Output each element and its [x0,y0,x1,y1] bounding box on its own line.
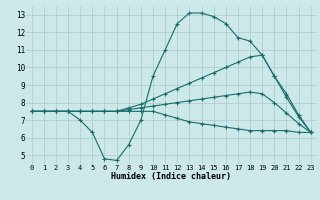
X-axis label: Humidex (Indice chaleur): Humidex (Indice chaleur) [111,172,231,181]
